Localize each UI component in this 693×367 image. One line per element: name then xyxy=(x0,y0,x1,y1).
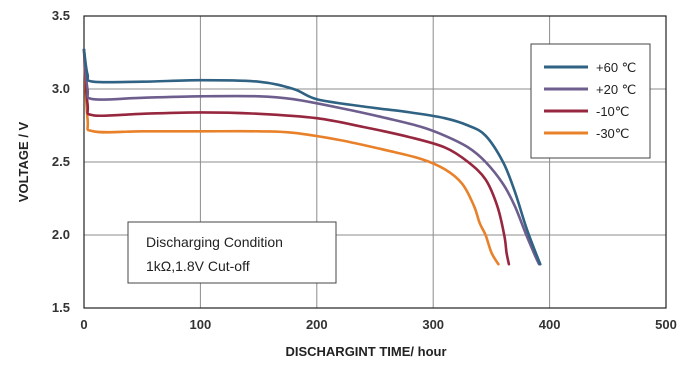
x-tick-label: 500 xyxy=(655,317,677,332)
legend-label: -10℃ xyxy=(596,104,629,119)
x-tick-labels: 0 100 200 300 400 500 xyxy=(80,317,676,332)
y-tick-label: 3.0 xyxy=(52,81,70,96)
y-axis-title: VOLTAGE / V xyxy=(16,121,31,202)
y-tick-label: 2.0 xyxy=(52,227,70,242)
x-tick-label: 300 xyxy=(422,317,444,332)
x-tick-label: 0 xyxy=(80,317,87,332)
legend-label: +20 ℃ xyxy=(596,82,636,97)
legend: +60 ℃ +20 ℃ -10℃ -30℃ xyxy=(530,43,651,159)
x-tick-label: 200 xyxy=(306,317,328,332)
y-tick-label: 3.5 xyxy=(52,8,70,23)
annotation-line-2: 1kΩ,1.8V Cut-off xyxy=(146,258,250,274)
x-tick-label: 100 xyxy=(190,317,212,332)
legend-box xyxy=(530,43,651,159)
y-tick-labels: 1.5 2.0 2.5 3.0 3.5 xyxy=(52,8,70,315)
y-tick-label: 2.5 xyxy=(52,154,70,169)
plot-frame xyxy=(83,15,667,309)
x-axis-title: DISCHARGINT TIME/ hour xyxy=(285,344,446,359)
x-tick-label: 400 xyxy=(539,317,561,332)
series-line xyxy=(82,48,511,266)
series-line xyxy=(82,48,500,266)
series-line xyxy=(82,48,541,266)
annotation-frame xyxy=(127,221,337,284)
legend-label: +60 ℃ xyxy=(596,60,636,75)
series-layer xyxy=(82,48,542,266)
annotation-box: Discharging Condition 1kΩ,1.8V Cut-off xyxy=(127,221,337,284)
series-line xyxy=(82,48,542,266)
y-tick-label: 1.5 xyxy=(52,300,70,315)
legend-label: -30℃ xyxy=(596,126,629,141)
annotation-line-1: Discharging Condition xyxy=(146,234,283,250)
